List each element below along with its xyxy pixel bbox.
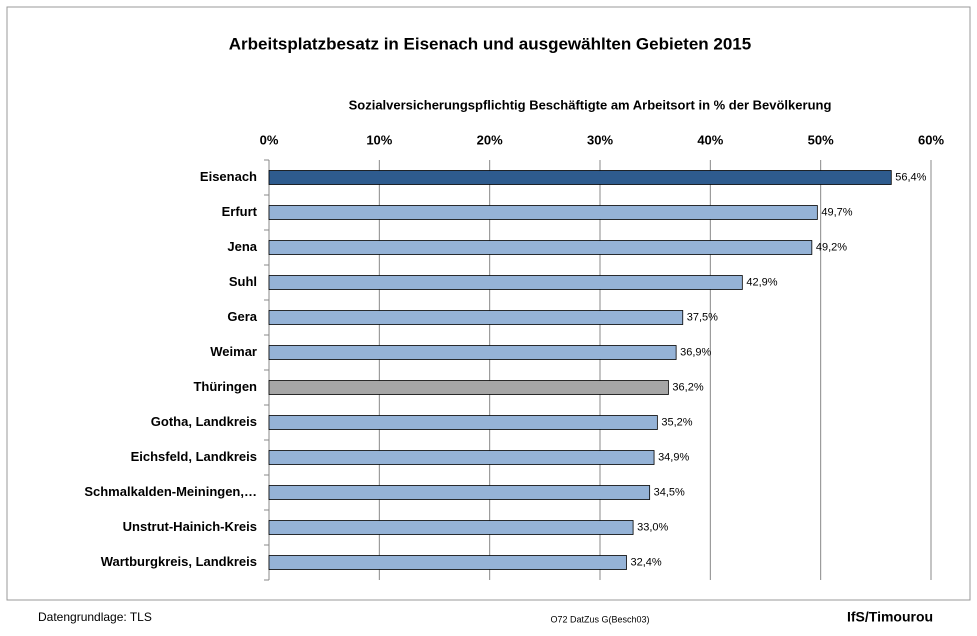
y-tick-label: Gera <box>227 309 257 324</box>
data-label: 49,7% <box>821 206 852 218</box>
author-note: IfS/Timourou <box>847 609 933 625</box>
data-label: 36,9% <box>680 346 711 358</box>
y-tick-label: Schmalkalden-Meiningen,… <box>84 484 257 499</box>
x-tick-label: 30% <box>587 132 613 147</box>
x-tick-label: 20% <box>477 132 503 147</box>
data-label: 56,4% <box>895 171 926 183</box>
bar <box>268 170 892 185</box>
data-label: 34,9% <box>658 451 689 463</box>
bar <box>268 415 658 430</box>
y-tick-label: Wartburgkreis, Landkreis <box>101 554 257 569</box>
chart-frame <box>6 6 971 601</box>
data-label: 34,5% <box>654 486 685 498</box>
y-tick-label: Jena <box>227 239 257 254</box>
bar <box>268 345 677 360</box>
data-label: 32,4% <box>630 556 661 568</box>
bar <box>268 485 651 500</box>
data-label: 42,9% <box>746 276 777 288</box>
bar <box>268 275 743 290</box>
x-tick-label: 60% <box>918 132 944 147</box>
chart-title: Arbeitsplatzbesatz in Eisenach und ausge… <box>229 34 751 53</box>
y-tick-label: Gotha, Landkreis <box>151 414 257 429</box>
y-tick-label: Suhl <box>229 274 257 289</box>
bar <box>268 240 813 255</box>
bar <box>268 310 684 325</box>
y-tick-label: Eisenach <box>200 169 257 184</box>
data-label: 36,2% <box>672 381 703 393</box>
data-label: 35,2% <box>661 416 692 428</box>
code-note: O72 DatZus G(Besch03) <box>550 614 649 624</box>
data-label: 37,5% <box>687 311 718 323</box>
bar <box>268 450 655 465</box>
x-tick-label: 40% <box>697 132 723 147</box>
y-tick-label: Unstrut-Hainich-Kreis <box>123 519 257 534</box>
x-tick-label: 10% <box>366 132 392 147</box>
y-tick-label: Weimar <box>210 344 257 359</box>
data-label: 49,2% <box>816 241 847 253</box>
x-tick-label: 0% <box>260 132 279 147</box>
x-tick-label: 50% <box>808 132 834 147</box>
y-tick-label: Erfurt <box>222 204 258 219</box>
bar <box>268 380 669 395</box>
y-tick-label: Eichsfeld, Landkreis <box>131 449 257 464</box>
source-note: Datengrundlage: TLS <box>38 610 152 624</box>
bar <box>268 555 627 570</box>
y-tick-label: Thüringen <box>193 379 257 394</box>
bar <box>268 205 818 220</box>
chart-subtitle: Sozialversicherungspflichtig Beschäftigt… <box>349 97 832 112</box>
bar <box>268 520 634 535</box>
data-label: 33,0% <box>637 521 668 533</box>
